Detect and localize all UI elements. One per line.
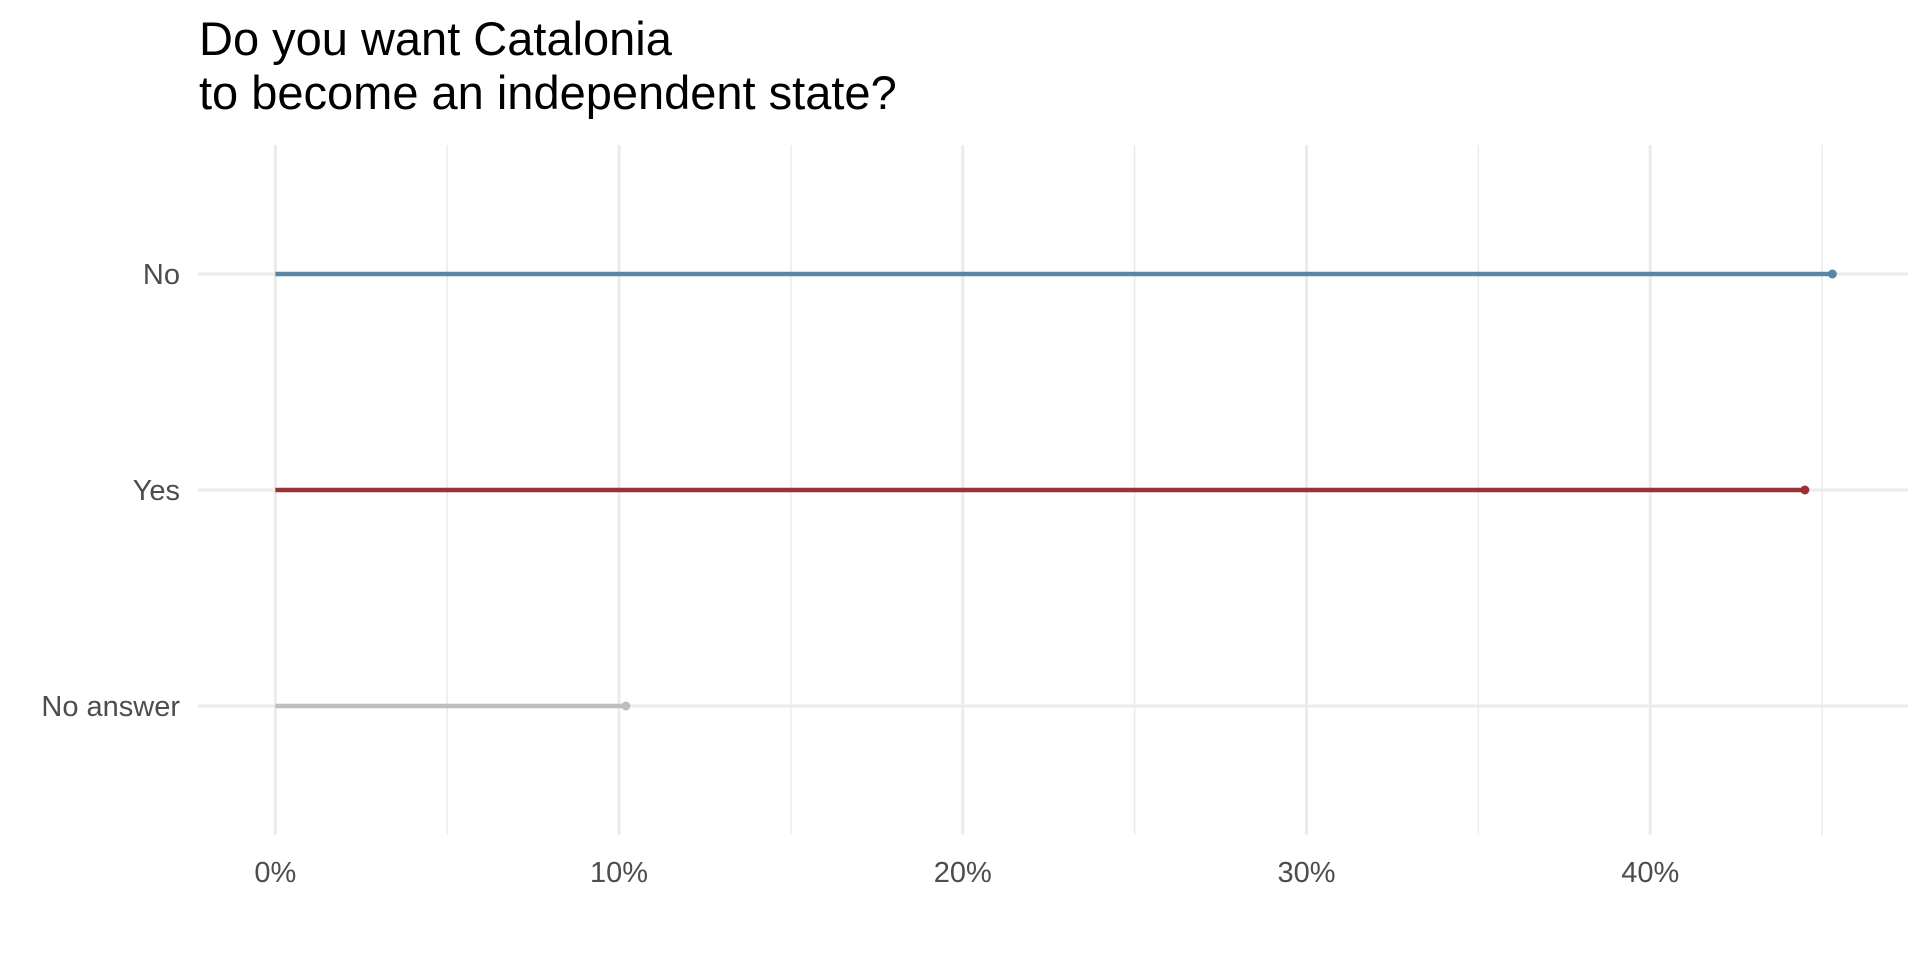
y-category-label: No	[143, 259, 180, 291]
lollipop-stems	[275, 271, 1833, 709]
x-tick-label: 30%	[1277, 857, 1335, 889]
lollipop-point	[1800, 485, 1810, 495]
x-tick-label: 10%	[590, 857, 648, 889]
chart-title-line-2: to become an independent state?	[199, 66, 897, 119]
x-axis-labels: 0% 10% 20% 30% 40%	[254, 857, 1679, 889]
x-tick-label: 20%	[934, 857, 992, 889]
y-axis-labels: No Yes No answer	[41, 259, 180, 723]
lollipop-points	[621, 269, 1837, 711]
x-tick-label: 0%	[254, 857, 296, 889]
x-tick-label: 40%	[1621, 857, 1679, 889]
lollipop-point	[1827, 269, 1837, 279]
chart-title-line-1: Do you want Catalonia	[199, 12, 672, 65]
chart-title: Do you want Catalonia to become an indep…	[199, 12, 897, 120]
y-category-label: No answer	[41, 691, 180, 723]
y-category-label: Yes	[133, 475, 180, 507]
lollipop-point	[621, 701, 631, 711]
